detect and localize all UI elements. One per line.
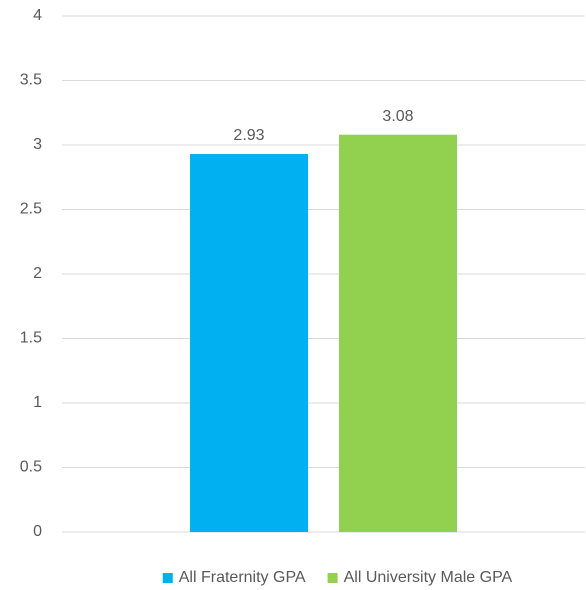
y-tick-label: 2 xyxy=(33,265,42,282)
legend-swatch xyxy=(162,573,173,583)
y-tick-label: 3.5 xyxy=(20,72,42,89)
y-tick-label: 0.5 xyxy=(20,459,42,476)
data-label: 2.93 xyxy=(233,127,264,144)
bar xyxy=(190,154,308,532)
legend-label: All University Male GPA xyxy=(344,569,513,586)
y-tick-label: 0 xyxy=(33,523,42,540)
y-tick-label: 4 xyxy=(33,7,42,24)
y-tick-label: 3 xyxy=(33,136,42,153)
y-tick-label: 2.5 xyxy=(20,201,42,218)
legend-label: All Fraternity GPA xyxy=(179,569,306,586)
y-tick-label: 1 xyxy=(33,394,42,411)
legend-swatch xyxy=(327,573,338,583)
y-tick-label: 1.5 xyxy=(20,330,42,347)
bar xyxy=(339,134,457,532)
data-label: 3.08 xyxy=(382,108,413,125)
